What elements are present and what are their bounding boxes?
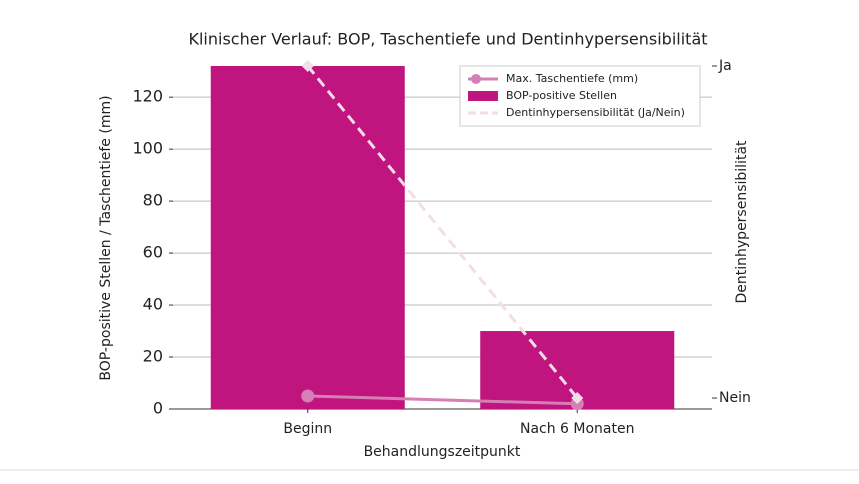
- y-tick-label: 80: [143, 191, 163, 210]
- y2-tick-label: Ja: [718, 58, 732, 74]
- y-tick-label: 60: [143, 243, 163, 262]
- legend-marker: [471, 74, 481, 84]
- y-tick-label: 100: [132, 139, 163, 158]
- x-axis-label: Behandlungszeitpunkt: [364, 444, 521, 460]
- y-tick-label: 20: [143, 347, 163, 366]
- legend-box: [459, 65, 701, 127]
- y-tick-label: 120: [132, 87, 163, 106]
- y-axis-label: BOP-positive Stellen / Taschentiefe (mm): [98, 95, 114, 380]
- line-marker: [571, 392, 584, 405]
- line: [307, 394, 578, 406]
- y-tick-label: 40: [143, 295, 163, 314]
- x-tick-label: Nach 6 Monaten: [520, 421, 635, 437]
- y2-tick-label: Nein: [719, 390, 751, 406]
- line-marker: [301, 60, 314, 72]
- x-tick-label: Beginn: [283, 421, 332, 437]
- y-tick-label: 0: [153, 399, 163, 418]
- legend-label: Max. Taschentiefe (mm): [506, 72, 638, 85]
- legend-label: Dentinhypersensibilität (Ja/Nein): [506, 106, 685, 119]
- y2-axis-label: Dentinhypersensibilität: [734, 140, 750, 304]
- bar: [210, 66, 405, 409]
- line-marker: [301, 389, 315, 403]
- legend-label: BOP-positive Stellen: [506, 89, 617, 102]
- line: [306, 65, 579, 399]
- legend: Max. Taschentiefe (mm) BOP-positive Stell…: [459, 65, 701, 127]
- legend-swatch: [468, 91, 498, 101]
- chart-title: Klinischer Verlauf: BOP, Taschentiefe un…: [188, 30, 707, 49]
